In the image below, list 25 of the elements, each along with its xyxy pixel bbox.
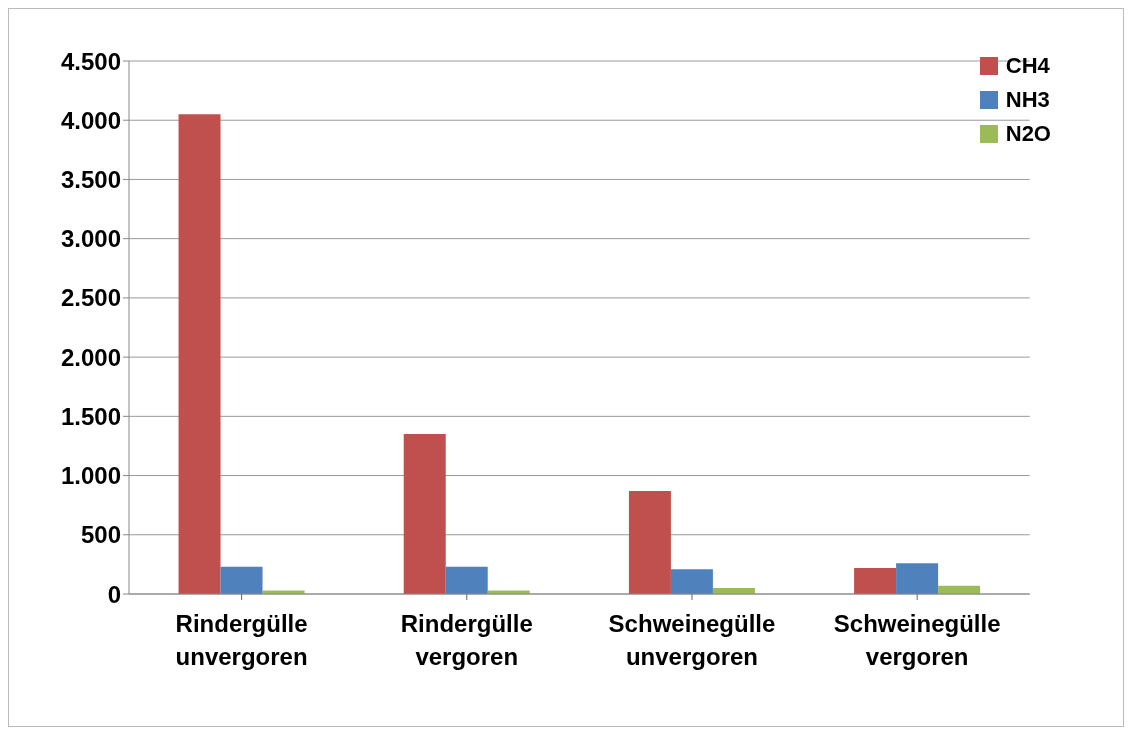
- legend-label: CH4: [1005, 53, 1050, 79]
- y-tick-label: 500: [80, 521, 121, 549]
- bar: [628, 490, 671, 594]
- bar: [854, 567, 897, 594]
- y-tick-label: 4.500: [60, 47, 121, 75]
- y-tick-label: 2.500: [60, 284, 121, 312]
- x-tick-label: Rindergülle vergoren: [400, 610, 533, 670]
- x-tick-label: Schweinegülle unvergoren: [608, 610, 776, 670]
- bar: [220, 566, 263, 594]
- bar: [445, 566, 488, 594]
- y-tick-label: 3.500: [60, 165, 121, 193]
- x-tick-label: Schweinegülle vergoren: [833, 610, 1001, 670]
- y-tick-label: 3.000: [60, 225, 121, 253]
- legend-label: NH3: [1005, 87, 1050, 113]
- y-tick-label: 1.500: [60, 402, 121, 430]
- y-tick-label: 0: [107, 580, 121, 608]
- y-tick-label: 4.000: [60, 106, 121, 134]
- bar: [896, 563, 939, 594]
- legend-label: N2O: [1005, 121, 1051, 147]
- bar: [178, 114, 221, 594]
- bar: [403, 434, 446, 594]
- bar: [670, 569, 713, 594]
- y-tick-label: 1.000: [60, 462, 121, 490]
- x-tick-label: Rindergülle unvergoren: [175, 610, 308, 670]
- y-tick-label: 2.000: [60, 343, 121, 371]
